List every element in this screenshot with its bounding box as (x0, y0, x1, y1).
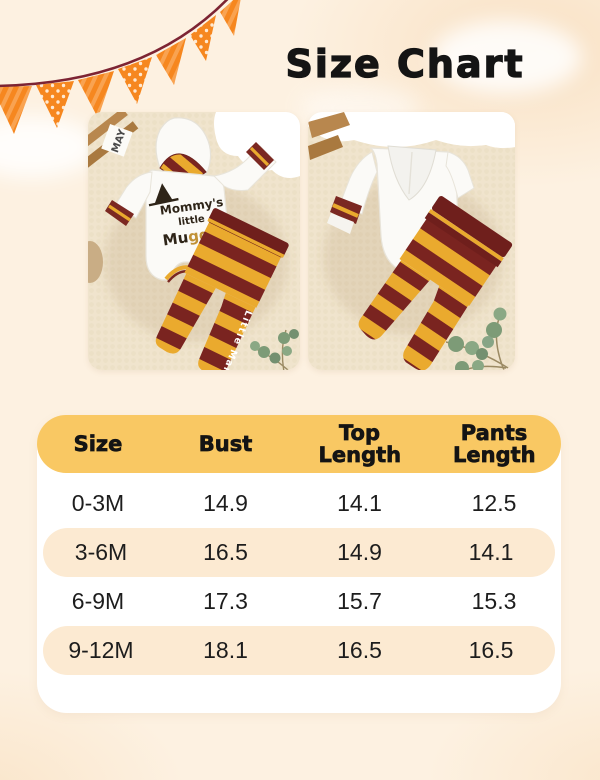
pennant-flag-dotted (190, 15, 216, 61)
hood-drape (387, 145, 437, 201)
pants-left-leg (155, 273, 216, 354)
right-cuff-stripe (249, 146, 270, 167)
striped-pants-back (358, 196, 513, 370)
cell-size: 3-6M (74, 539, 128, 565)
eucalyptus-prop (445, 307, 509, 370)
table-body: 0-3M 14.9 14.1 12.5 3-6M 16.5 14.9 14.1 … (37, 473, 561, 675)
pennant-flag-striped (220, 0, 241, 36)
wooden-frame-prop (308, 112, 350, 160)
cell-bust: 18.1 (203, 637, 248, 663)
table-header-row: Size Bust Top Length Pants Length (37, 415, 561, 473)
header-size: Size (73, 432, 123, 456)
cell-bust: 16.5 (203, 539, 248, 565)
right-sleeve (445, 151, 475, 199)
pants-hips (399, 217, 498, 306)
product-photo-back (308, 112, 515, 370)
product-photos: MAY (88, 112, 515, 370)
pennant-flag-striped (156, 38, 186, 85)
bunting-decoration (0, 0, 241, 134)
cell-top-length: 15.7 (337, 588, 382, 614)
cell-pants-length: 16.5 (468, 637, 514, 663)
cell-size: 6-9M (71, 588, 125, 614)
cell-top-length: 14.1 (337, 490, 382, 516)
waistband-gold-stripe (207, 217, 285, 258)
witch-hat-icon (154, 183, 173, 204)
cell-bust: 14.9 (203, 490, 248, 516)
waistband-gold-stripe (428, 208, 504, 262)
left-cuff-stripe (332, 203, 359, 218)
product-photo-front: MAY (88, 112, 300, 370)
table-row-3-6m: 3-6M 16.5 14.9 14.1 (43, 528, 555, 577)
table-row-0-3m: 0-3M 14.9 14.1 12.5 (37, 479, 561, 528)
header-pants-length: Pants Length (453, 421, 536, 467)
cell-pants-length: 14.1 (468, 539, 514, 565)
blanket-prop (468, 112, 515, 148)
header-bust: Bust (198, 432, 253, 456)
outfit-back-illustration (308, 112, 515, 370)
eucalyptus-prop (250, 329, 299, 370)
pants-right-leg (198, 292, 256, 370)
left-cuff-fold (327, 213, 354, 234)
striped-pants-front: Little Man (155, 208, 289, 370)
chest-print-line2: little (178, 214, 206, 229)
pants-left-leg (358, 260, 431, 340)
page-title: Size Chart (285, 41, 525, 86)
bunting-string (0, 0, 229, 88)
pants-waistband (208, 208, 289, 258)
table-row-9-12m: 9-12M 18.1 16.5 16.5 (43, 626, 555, 675)
cell-pants-length: 15.3 (471, 588, 517, 614)
cloud-decoration (432, 20, 582, 94)
cell-pants-length: 12.5 (471, 490, 517, 516)
teddy-prop (88, 241, 103, 283)
pants-right-leg (403, 285, 469, 370)
cell-top-length: 16.5 (337, 637, 382, 663)
wooden-frame-prop: MAY (88, 112, 139, 174)
pennant-flag-dotted (36, 81, 74, 128)
blanket-prop (308, 112, 515, 147)
pennant-flag-dotted (118, 57, 152, 104)
waistband-fold (424, 212, 502, 268)
hood-crease (408, 151, 413, 195)
size-table-card: Size Bust Top Length Pants Length 0-3M 1… (37, 415, 561, 713)
outfit-front-illustration: MAY (88, 112, 300, 370)
pants-hips (184, 220, 282, 308)
pennant-flag-striped (0, 86, 32, 134)
header-top-length: Top Length (318, 421, 402, 467)
cell-size: 0-3M (71, 490, 125, 516)
cell-top-length: 14.9 (337, 539, 382, 565)
pennant-flag-striped (78, 71, 114, 118)
cell-size: 9-12M (68, 637, 134, 663)
cell-bust: 17.3 (203, 588, 248, 614)
left-cuff-stripe (108, 204, 131, 222)
table-row-6-9m: 6-9M 17.3 15.7 15.3 (37, 577, 561, 626)
pants-waistband (432, 196, 513, 258)
